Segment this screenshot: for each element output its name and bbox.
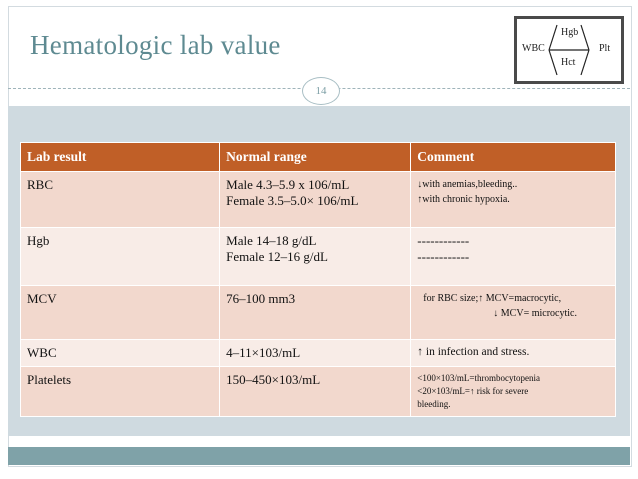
fishbone-logo: Hgb WBC Plt Hct — [514, 16, 624, 84]
comment: ↓with anemias,bleeding.. ↑with chronic h… — [410, 171, 616, 228]
comment: ------------ ------------ — [410, 227, 616, 286]
bottom-bar — [8, 447, 630, 465]
comment-line: for RBC size;↑ MCV=macrocytic, — [423, 293, 562, 304]
normal-range: Male 14–18 g/dL Female 12–16 g/dL — [219, 227, 412, 286]
logo-wbc-label: WBC — [522, 43, 545, 54]
table-row: WBC 4–11×103/mL ↑ in infection and stres… — [19, 339, 616, 367]
comment: for RBC size;↑ MCV=macrocytic, ↓ MCV= mi… — [410, 285, 616, 340]
lab-values-table: Lab result Normal range Comment RBC Male… — [19, 142, 616, 417]
range-line: 150–450×103/mL — [226, 372, 321, 387]
range-line: Male 14–18 g/dL — [226, 233, 317, 248]
header-normal-range: Normal range — [219, 142, 412, 172]
header-comment: Comment — [410, 142, 616, 172]
table-header-row: Lab result Normal range Comment — [19, 142, 616, 172]
logo-hct-label: Hct — [561, 57, 576, 68]
table-row: Platelets 150–450×103/mL <100×103/mL=thr… — [19, 366, 616, 417]
lab-name: MCV — [19, 285, 221, 340]
normal-range: 4–11×103/mL — [219, 339, 412, 367]
comment-line: <100×103/mL=thrombocytopenia — [417, 373, 540, 383]
comment-line: ------------ — [417, 249, 470, 264]
comment-line: ↑ in infection and stress. — [417, 346, 530, 358]
table-row: RBC Male 4.3–5.9 x 106/mL Female 3.5–5.0… — [19, 171, 616, 228]
comment: <100×103/mL=thrombocytopenia <20×103/mL=… — [410, 366, 616, 417]
comment-line: ------------ — [417, 233, 470, 248]
range-line: Female 3.5–5.0× 106/mL — [226, 193, 359, 208]
lab-name: Hgb — [19, 227, 221, 286]
comment: ↑ in infection and stress. — [410, 339, 616, 367]
comment-line: ↓with anemias,bleeding.. — [417, 179, 518, 190]
fishbone-diagram-icon — [548, 24, 590, 76]
lab-name: WBC — [19, 339, 221, 367]
comment-line: ↑with chronic hypoxia. — [417, 194, 510, 205]
normal-range: 76–100 mm3 — [219, 285, 412, 340]
header-lab-result: Lab result — [19, 142, 221, 172]
page-number: 14 — [302, 77, 340, 105]
logo-hgb-label: Hgb — [561, 27, 579, 38]
table-row: Hgb Male 14–18 g/dL Female 12–16 g/dL --… — [19, 227, 616, 286]
range-line: Female 12–16 g/dL — [226, 249, 328, 264]
comment-line: <20×103/mL=↑ risk for severe — [417, 386, 529, 396]
range-line: 4–11×103/mL — [226, 345, 301, 360]
comment-line: bleeding. — [417, 399, 451, 409]
comment-line: ↓ MCV= microcytic. — [493, 308, 577, 319]
normal-range: 150–450×103/mL — [219, 366, 412, 417]
lab-name: Platelets — [19, 366, 221, 417]
normal-range: Male 4.3–5.9 x 106/mL Female 3.5–5.0× 10… — [219, 171, 412, 228]
range-line: Male 4.3–5.9 x 106/mL — [226, 177, 350, 192]
table-row: MCV 76–100 mm3 for RBC size;↑ MCV=macroc… — [19, 285, 616, 340]
range-line: 76–100 mm3 — [226, 291, 296, 306]
slide-title: Hematologic lab value — [30, 30, 281, 60]
lab-name: RBC — [19, 171, 221, 228]
logo-plt-label: Plt — [599, 43, 611, 54]
